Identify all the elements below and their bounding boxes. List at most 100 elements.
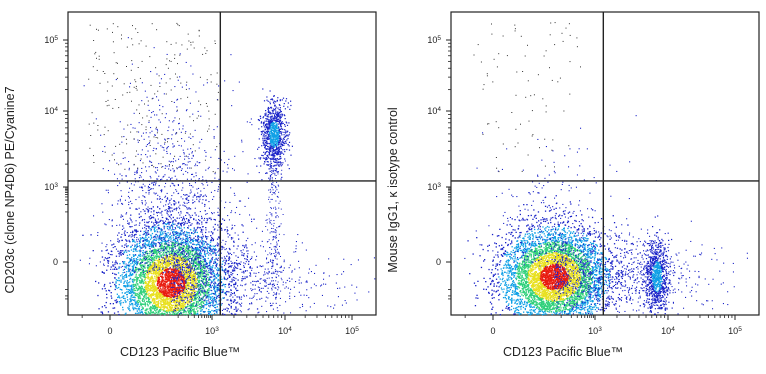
event-dot (116, 256, 117, 257)
event-dot (155, 226, 156, 227)
event-dot (140, 289, 141, 290)
event-dot (201, 246, 202, 247)
event-dot (177, 239, 178, 240)
event-dot (171, 257, 172, 258)
event-dot (155, 287, 156, 288)
event-dot (147, 308, 148, 309)
event-dot (159, 291, 160, 292)
event-dot (189, 232, 190, 233)
event-dot (146, 258, 147, 259)
event-dot (160, 246, 161, 247)
event-dot (106, 290, 107, 291)
event-dot (207, 304, 208, 305)
event-dot (118, 253, 119, 254)
event-dot (147, 241, 148, 242)
event-dot (198, 222, 199, 223)
event-dot (136, 282, 137, 283)
event-dot (123, 272, 124, 273)
event-dot (115, 282, 116, 283)
event-dot (139, 122, 140, 123)
event-dot (146, 228, 147, 229)
event-dot (148, 237, 149, 238)
event-dot (151, 256, 152, 257)
event-dot (132, 304, 133, 305)
event-dot (166, 209, 167, 210)
event-dot (169, 312, 170, 313)
event-dot (195, 240, 196, 241)
event-dot (118, 311, 119, 312)
event-dot (201, 302, 202, 303)
event-dot (218, 208, 219, 209)
event-dot (130, 291, 131, 292)
event-dot (173, 192, 174, 193)
event-dot (117, 263, 118, 264)
event-dot (208, 294, 209, 295)
event-dot (117, 294, 118, 295)
event-dot (184, 202, 185, 203)
event-dot (121, 190, 122, 191)
event-dot (161, 306, 162, 307)
event-dot (106, 297, 107, 298)
event-dot (114, 307, 115, 308)
event-dot (152, 263, 153, 264)
event-dot (193, 312, 194, 313)
event-dot (148, 242, 149, 243)
event-dot (182, 304, 183, 305)
event-dot (124, 286, 125, 287)
event-dot (141, 303, 142, 304)
event-dot (179, 264, 180, 265)
event-dot (185, 240, 186, 241)
event-dot (156, 254, 157, 255)
event-dot (174, 102, 175, 103)
event-dot (167, 228, 168, 229)
event-dot (102, 272, 103, 273)
event-dot (142, 313, 143, 314)
event-dot (184, 141, 185, 142)
event-dot (157, 265, 158, 266)
event-dot (136, 288, 137, 289)
event-dot (229, 234, 230, 235)
event-dot (168, 258, 169, 259)
event-dot (139, 310, 140, 311)
event-dot (157, 206, 158, 207)
event-dot (213, 251, 214, 252)
event-dot (171, 161, 172, 162)
event-dot (217, 230, 218, 231)
event-dot (172, 305, 173, 306)
event-dot (155, 312, 156, 313)
event-dot (167, 237, 168, 238)
event-dot (137, 294, 138, 295)
event-dot (119, 297, 120, 298)
event-dot (142, 247, 143, 248)
event-dot (214, 290, 215, 291)
event-dot (148, 151, 149, 152)
event-dot (170, 307, 171, 308)
event-dot (135, 254, 136, 255)
event-dot (118, 272, 119, 273)
event-dot (181, 288, 182, 289)
event-dot (197, 227, 198, 228)
event-dot (144, 312, 145, 313)
event-dot (208, 244, 209, 245)
event-dot (127, 284, 128, 285)
event-dot (217, 224, 218, 225)
event-dot (253, 219, 254, 220)
event-dot (212, 285, 213, 286)
event-dot (153, 211, 154, 212)
event-dot (226, 256, 227, 257)
event-dot (170, 300, 171, 301)
event-dot (137, 169, 138, 170)
event-dot (141, 267, 142, 268)
event-dot (229, 276, 230, 277)
event-dot (162, 276, 163, 277)
event-dot (187, 291, 188, 292)
event-dot (215, 295, 216, 296)
event-dot (167, 277, 168, 278)
event-dot (154, 114, 155, 115)
event-dot (148, 265, 149, 266)
event-dot (218, 158, 219, 159)
event-dot (133, 297, 134, 298)
event-dot (123, 296, 124, 297)
event-dot (168, 242, 169, 243)
event-dot (139, 269, 140, 270)
